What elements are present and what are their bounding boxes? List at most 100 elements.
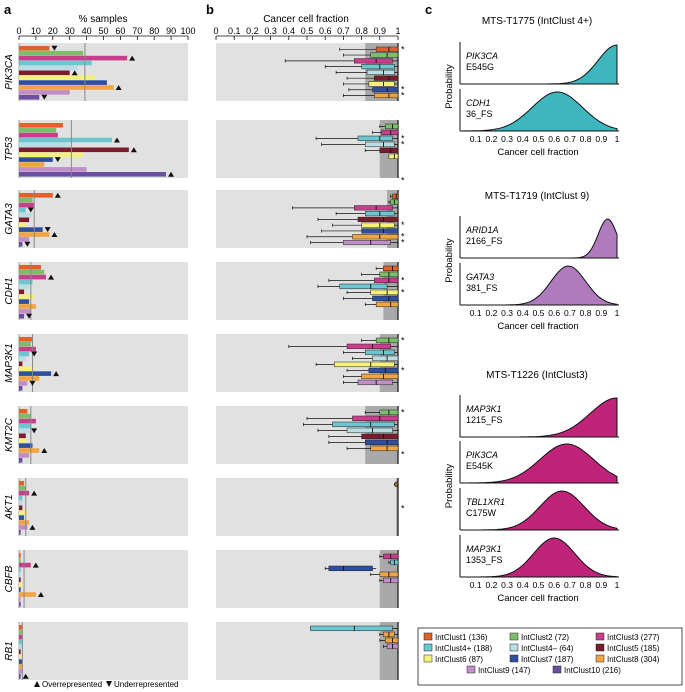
panel-b-background bbox=[216, 478, 398, 536]
panel-b-tick-label: 0.3 bbox=[264, 26, 277, 36]
bar-a-intclust1 bbox=[19, 123, 63, 128]
box-intclust7 bbox=[328, 565, 373, 572]
legend-swatch bbox=[595, 632, 605, 641]
box-intclust4minus bbox=[366, 69, 395, 75]
panel-a-axis: 0 10 20 30 40 50 60 70 80 90 100 bbox=[16, 26, 196, 40]
under-marker bbox=[41, 94, 48, 100]
box-intclust4minus bbox=[372, 355, 399, 362]
significance-star: * bbox=[401, 503, 405, 513]
legend-item-intclust1: IntClust1 (136) bbox=[423, 632, 488, 642]
significance-star: * bbox=[401, 91, 405, 101]
legend-item-intclust7: IntClust7 (187) bbox=[509, 654, 574, 664]
box-intclust8 bbox=[361, 373, 399, 380]
over-marker bbox=[168, 171, 175, 177]
bar-a-intclust7 bbox=[19, 371, 52, 376]
bar-a-intclust6 bbox=[19, 654, 23, 659]
density-mutation-label: C175W bbox=[466, 508, 497, 518]
significance-star: * bbox=[401, 365, 405, 375]
over-marker bbox=[130, 147, 137, 153]
bar-a-intclust3 bbox=[19, 562, 31, 568]
panel-b-tick-label: 0.2 bbox=[246, 26, 259, 36]
bar-a-intclust4plus bbox=[19, 639, 23, 645]
density-tick-label: 1 bbox=[615, 134, 620, 144]
over-triangle-icon bbox=[34, 681, 40, 687]
density-x-label: Cancer cell fraction bbox=[497, 321, 578, 332]
bar-a-intclust4plus bbox=[19, 137, 112, 143]
legend-swatch bbox=[509, 632, 519, 641]
gene-block-a-map3k1: MAP3K1 bbox=[4, 334, 188, 392]
density-tick-label: 0.1 bbox=[470, 134, 482, 144]
density-gene-label: ARID1A bbox=[465, 225, 499, 235]
box-intclust8 bbox=[395, 481, 399, 488]
legend-label: IntClust4+ (188) bbox=[435, 644, 492, 653]
bar-a-intclust5 bbox=[19, 505, 23, 511]
bar-a-intclust8 bbox=[19, 520, 30, 525]
gene-block-b-cdh1: ** bbox=[216, 262, 405, 320]
box-intclust1 bbox=[383, 265, 399, 272]
bar-a-intclust1 bbox=[19, 409, 28, 414]
legend-label: IntClust2 (72) bbox=[521, 633, 569, 642]
panel-c: MTS-T1775 (IntClust 4+) MTS-T1719 (IntCl… bbox=[417, 16, 683, 686]
panel-a-tick-label: 40 bbox=[82, 26, 92, 36]
bar-a-intclust4minus bbox=[19, 212, 33, 218]
legend-swatch bbox=[595, 643, 605, 652]
bar-a-intclust4plus bbox=[19, 60, 92, 66]
bar-a-intclust6 bbox=[19, 75, 96, 80]
gene-block-a-gata3: GATA3 bbox=[4, 190, 188, 248]
box-intclust2 bbox=[385, 123, 399, 130]
gene-block-a-pik3ca: PIK3CA bbox=[4, 43, 188, 101]
density-area bbox=[460, 537, 618, 578]
bar-a-intclust1 bbox=[19, 625, 23, 630]
legend-label: IntClust7 (187) bbox=[521, 655, 574, 664]
bar-a-intclust5 bbox=[19, 147, 129, 153]
gene-label-a: TP53 bbox=[4, 137, 15, 161]
bar-a-intclust9 bbox=[19, 90, 70, 95]
significance-star: * bbox=[401, 275, 405, 285]
panel-a-background bbox=[19, 478, 188, 536]
panel-b-tick-label: 0.7 bbox=[337, 26, 350, 36]
density-tick-label: 0.9 bbox=[595, 580, 607, 590]
box-intclust6 bbox=[388, 153, 399, 160]
density-tick-label: 0.4 bbox=[517, 580, 529, 590]
over-marker bbox=[71, 70, 78, 76]
box-intclust5 bbox=[357, 216, 399, 222]
bar-a-intclust9 bbox=[19, 525, 28, 530]
bar-a-intclust4minus bbox=[19, 356, 26, 362]
legend-swatch bbox=[423, 643, 433, 652]
bar-a-intclust8 bbox=[19, 162, 45, 167]
box-intclust7 bbox=[368, 367, 399, 374]
density-area bbox=[460, 91, 618, 132]
bar-a-intclust6 bbox=[19, 294, 35, 299]
under-marker bbox=[26, 313, 33, 319]
bar-a-intclust3 bbox=[19, 202, 35, 208]
bar-a-intclust2 bbox=[19, 629, 23, 635]
bar-a-intclust10 bbox=[19, 95, 40, 100]
density-group-3: MAP3K11215_FSPIK3CAE545KTBL1XR1C175WMAP3… bbox=[444, 395, 620, 604]
legend-label: IntClust5 (185) bbox=[607, 644, 660, 653]
density-tick-label: 0.1 bbox=[470, 580, 482, 590]
panel-b-tick-label: 0.8 bbox=[355, 26, 368, 36]
box-intclust3 bbox=[346, 343, 391, 350]
panel-a-tick-label: 100 bbox=[180, 26, 195, 36]
bar-a-intclust7 bbox=[19, 299, 30, 304]
under-triangle-icon bbox=[106, 681, 112, 687]
under-marker bbox=[31, 351, 38, 357]
legend-label: IntClust6 (87) bbox=[435, 655, 483, 664]
bar-a-intclust3 bbox=[19, 346, 36, 352]
density-tick-label: 0.2 bbox=[485, 580, 497, 590]
over-marker bbox=[32, 562, 39, 568]
panel-a-genes: PIK3CA TP53 GATA3 CDH1 MAP3K1 KMT2C AKT1 CBFB RB… bbox=[4, 43, 188, 680]
bar-a-intclust10 bbox=[19, 530, 21, 535]
bar-a-intclust4minus bbox=[19, 428, 30, 434]
bar-a-intclust7 bbox=[19, 157, 53, 162]
bar-a-intclust7 bbox=[19, 587, 21, 592]
bar-a-intclust8 bbox=[19, 592, 36, 597]
bar-a-intclust4minus bbox=[19, 65, 79, 71]
bar-a-intclust2 bbox=[19, 557, 21, 563]
panel-a-background bbox=[19, 622, 188, 680]
bar-a-intclust4plus bbox=[19, 495, 23, 501]
bar-a-intclust4minus bbox=[19, 142, 70, 148]
over-marker bbox=[41, 448, 48, 453]
